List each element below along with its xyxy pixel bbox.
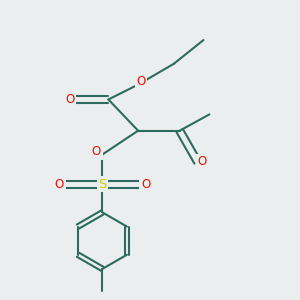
Text: O: O bbox=[136, 75, 146, 88]
Text: O: O bbox=[65, 93, 74, 106]
Text: O: O bbox=[197, 155, 207, 168]
Text: O: O bbox=[55, 178, 64, 191]
Text: O: O bbox=[141, 178, 150, 191]
Text: O: O bbox=[92, 145, 101, 158]
Text: S: S bbox=[98, 178, 106, 191]
